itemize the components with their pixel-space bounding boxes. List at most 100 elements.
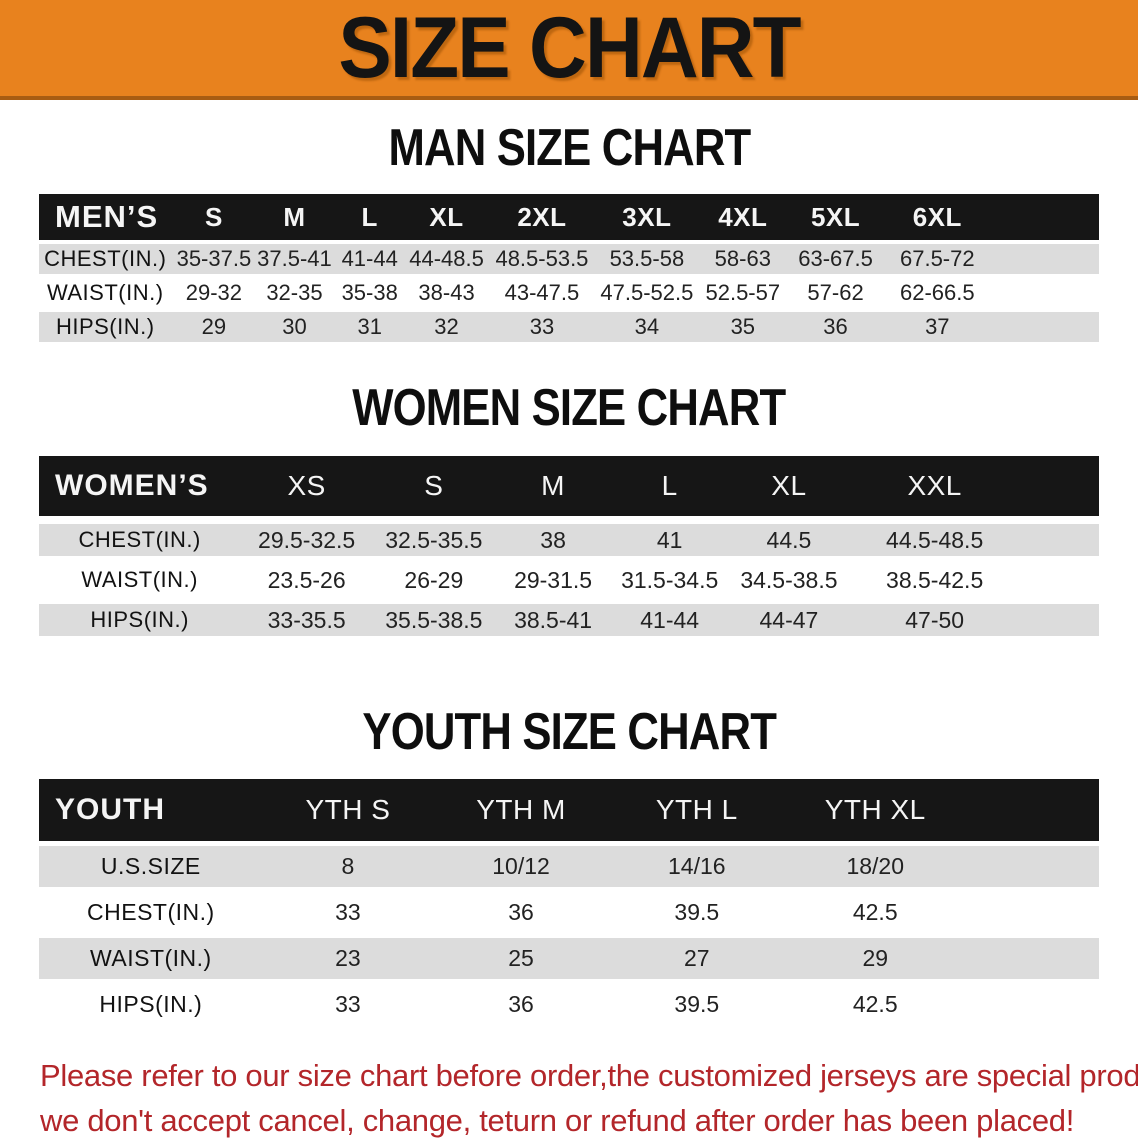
section-men: MAN SIZE CHART MEN’S S M L XL 2XL 3XL 4XL 5XL 6XL… <box>0 122 1138 346</box>
size-value-cell: 18/20 <box>846 853 905 879</box>
size-column-header: L <box>332 194 407 240</box>
header-row: WOMEN’S XS S M L XL XXL <box>39 456 1099 516</box>
row-label: WAIST(IN.) <box>46 280 164 305</box>
section-heading-men: MAN SIZE CHART <box>0 122 1138 174</box>
size-value-cell: 39.5 <box>674 991 720 1017</box>
size-value-cell: 47.5-52.5 <box>600 280 694 305</box>
row-label: CHEST(IN.) <box>44 246 167 271</box>
size-value-cell: 33 <box>335 899 361 925</box>
size-value-cell: 44-48.5 <box>409 246 484 271</box>
row-label: CHEST(IN.) <box>87 899 215 925</box>
size-value-cell: 33 <box>529 314 555 339</box>
table-row: CHEST(IN.) 29.5-32.5 32.5-35.5 38 41 44.5 44.5… <box>39 524 1099 556</box>
size-value-cell: 47-50 <box>905 606 965 633</box>
size-column-header: XS <box>240 456 373 516</box>
size-column-header: M <box>256 194 333 240</box>
size-value-cell: 29.5-32.5 <box>258 526 356 553</box>
size-value-cell: 38 <box>540 526 566 553</box>
section-heading-men-text: MAN SIZE CHART <box>388 119 751 177</box>
size-value-cell: 34.5-38.5 <box>740 566 838 593</box>
table-row: WAIST(IN.) 23.5-26 26-29 29-31.5 31.5-34.5 34… <box>39 564 1099 596</box>
size-value-cell: 38-43 <box>418 280 475 305</box>
size-value-cell: 14/16 <box>668 853 726 879</box>
size-value-cell: 29 <box>862 945 889 971</box>
size-value-cell: 30 <box>282 314 307 339</box>
row-label: HIPS(IN.) <box>90 607 189 632</box>
size-value-cell: 33 <box>335 991 361 1017</box>
section-heading-women-text: WOMEN SIZE CHART <box>352 379 786 437</box>
table-row: HIPS(IN.) 33-35.5 35.5-38.5 38.5-41 41-44 44-… <box>39 604 1099 636</box>
table-row: CHEST(IN.) 35-37.5 37.5-41 41-44 44-48.5 48.5… <box>39 244 1099 274</box>
row-spacer <box>1019 524 1099 556</box>
row-spacer <box>1019 564 1099 596</box>
disclaimer: Please refer to our size chart before or… <box>40 1054 1138 1144</box>
size-column-header: 5XL <box>789 194 882 240</box>
size-value-cell: 31 <box>357 314 382 339</box>
table-row: HIPS(IN.) 33 36 39.5 42.5 <box>39 984 1099 1025</box>
size-column-header: S <box>171 194 257 240</box>
size-value-cell: 58-63 <box>714 246 771 271</box>
size-column-header: 2XL <box>486 194 598 240</box>
size-value-cell: 25 <box>508 945 534 971</box>
size-value-cell: 35-37.5 <box>176 246 252 271</box>
size-value-cell: 32-35 <box>266 280 323 305</box>
size-column-header: S <box>372 456 495 516</box>
size-value-cell: 35.5-38.5 <box>385 606 483 633</box>
table-row: WAIST(IN.) 23 25 27 29 <box>39 938 1099 979</box>
size-value-cell: 41-44 <box>640 606 700 633</box>
table-row: U.S.SIZE 8 10/12 14/16 18/20 <box>39 846 1099 887</box>
row-spacer <box>993 278 1099 308</box>
table-row: CHEST(IN.) 33 36 39.5 42.5 <box>39 892 1099 933</box>
banner: SIZE CHART <box>0 0 1138 100</box>
size-value-cell: 29-31.5 <box>514 566 593 593</box>
size-value-cell: 42.5 <box>852 991 898 1017</box>
size-value-cell: 10/12 <box>492 853 550 879</box>
section-heading-youth: YOUTH SIZE CHART <box>0 706 1138 758</box>
size-column-header: YTH XL <box>784 779 966 841</box>
size-value-cell: 42.5 <box>852 899 898 925</box>
header-row: YOUTH YTH S YTH M YTH L YTH XL <box>39 779 1099 841</box>
size-value-cell: 35-38 <box>341 280 398 305</box>
size-value-cell: 63-67.5 <box>798 246 873 271</box>
size-value-cell: 67.5-72 <box>899 246 975 271</box>
disclaimer-line-1: Please refer to our size chart before or… <box>40 1058 1138 1093</box>
disclaimer-line-2: we don't accept cancel, change, teturn o… <box>40 1102 1075 1138</box>
size-value-cell: 39.5 <box>674 899 720 925</box>
size-value-cell: 27 <box>684 945 710 971</box>
size-value-cell: 41 <box>656 526 683 553</box>
size-value-cell: 32.5-35.5 <box>385 526 483 553</box>
row-label: WAIST(IN.) <box>81 567 198 592</box>
row-spacer <box>966 984 1099 1025</box>
size-column-header: XXL <box>849 456 1020 516</box>
row-label: HIPS(IN.) <box>99 991 203 1017</box>
row-label: HIPS(IN.) <box>55 314 155 339</box>
header-spacer <box>1019 456 1099 516</box>
size-value-cell: 37.5-41 <box>257 246 332 271</box>
size-column-header: 6XL <box>881 194 993 240</box>
size-value-cell: 37 <box>925 314 950 339</box>
size-value-cell: 57-62 <box>807 280 864 305</box>
size-column-header: M <box>494 456 612 516</box>
table-corner-label: YOUTH <box>39 779 263 841</box>
size-value-cell: 43-47.5 <box>504 280 580 305</box>
size-value-cell: 41-44 <box>341 246 398 271</box>
size-column-header: XL <box>727 456 850 516</box>
size-value-cell: 29-32 <box>185 280 243 305</box>
size-column-header: YTH M <box>433 779 609 841</box>
mens-size-table: MEN’S S M L XL 2XL 3XL 4XL 5XL 6XL CHEST(IN.) 35-37… <box>39 190 1099 346</box>
table-corner-label: MEN’S <box>39 194 172 240</box>
size-value-cell: 35 <box>730 314 756 339</box>
size-value-cell: 23 <box>335 945 361 971</box>
size-value-cell: 53.5-58 <box>609 246 685 271</box>
row-spacer <box>993 312 1099 342</box>
size-value-cell: 32 <box>434 314 459 339</box>
youth-size-table: YOUTH YTH S YTH M YTH L YTH XL U.S.SIZE 8 10/12… <box>39 774 1099 1030</box>
size-column-header: YTH S <box>262 779 434 841</box>
table-corner-label: WOMEN’S <box>39 456 241 516</box>
size-column-header: 3XL <box>597 194 697 240</box>
row-spacer <box>993 244 1099 274</box>
size-column-header: 4XL <box>696 194 790 240</box>
size-column-header: XL <box>406 194 487 240</box>
table-row: WAIST(IN.) 29-32 32-35 35-38 38-43 43-47.5 47.… <box>39 278 1099 308</box>
